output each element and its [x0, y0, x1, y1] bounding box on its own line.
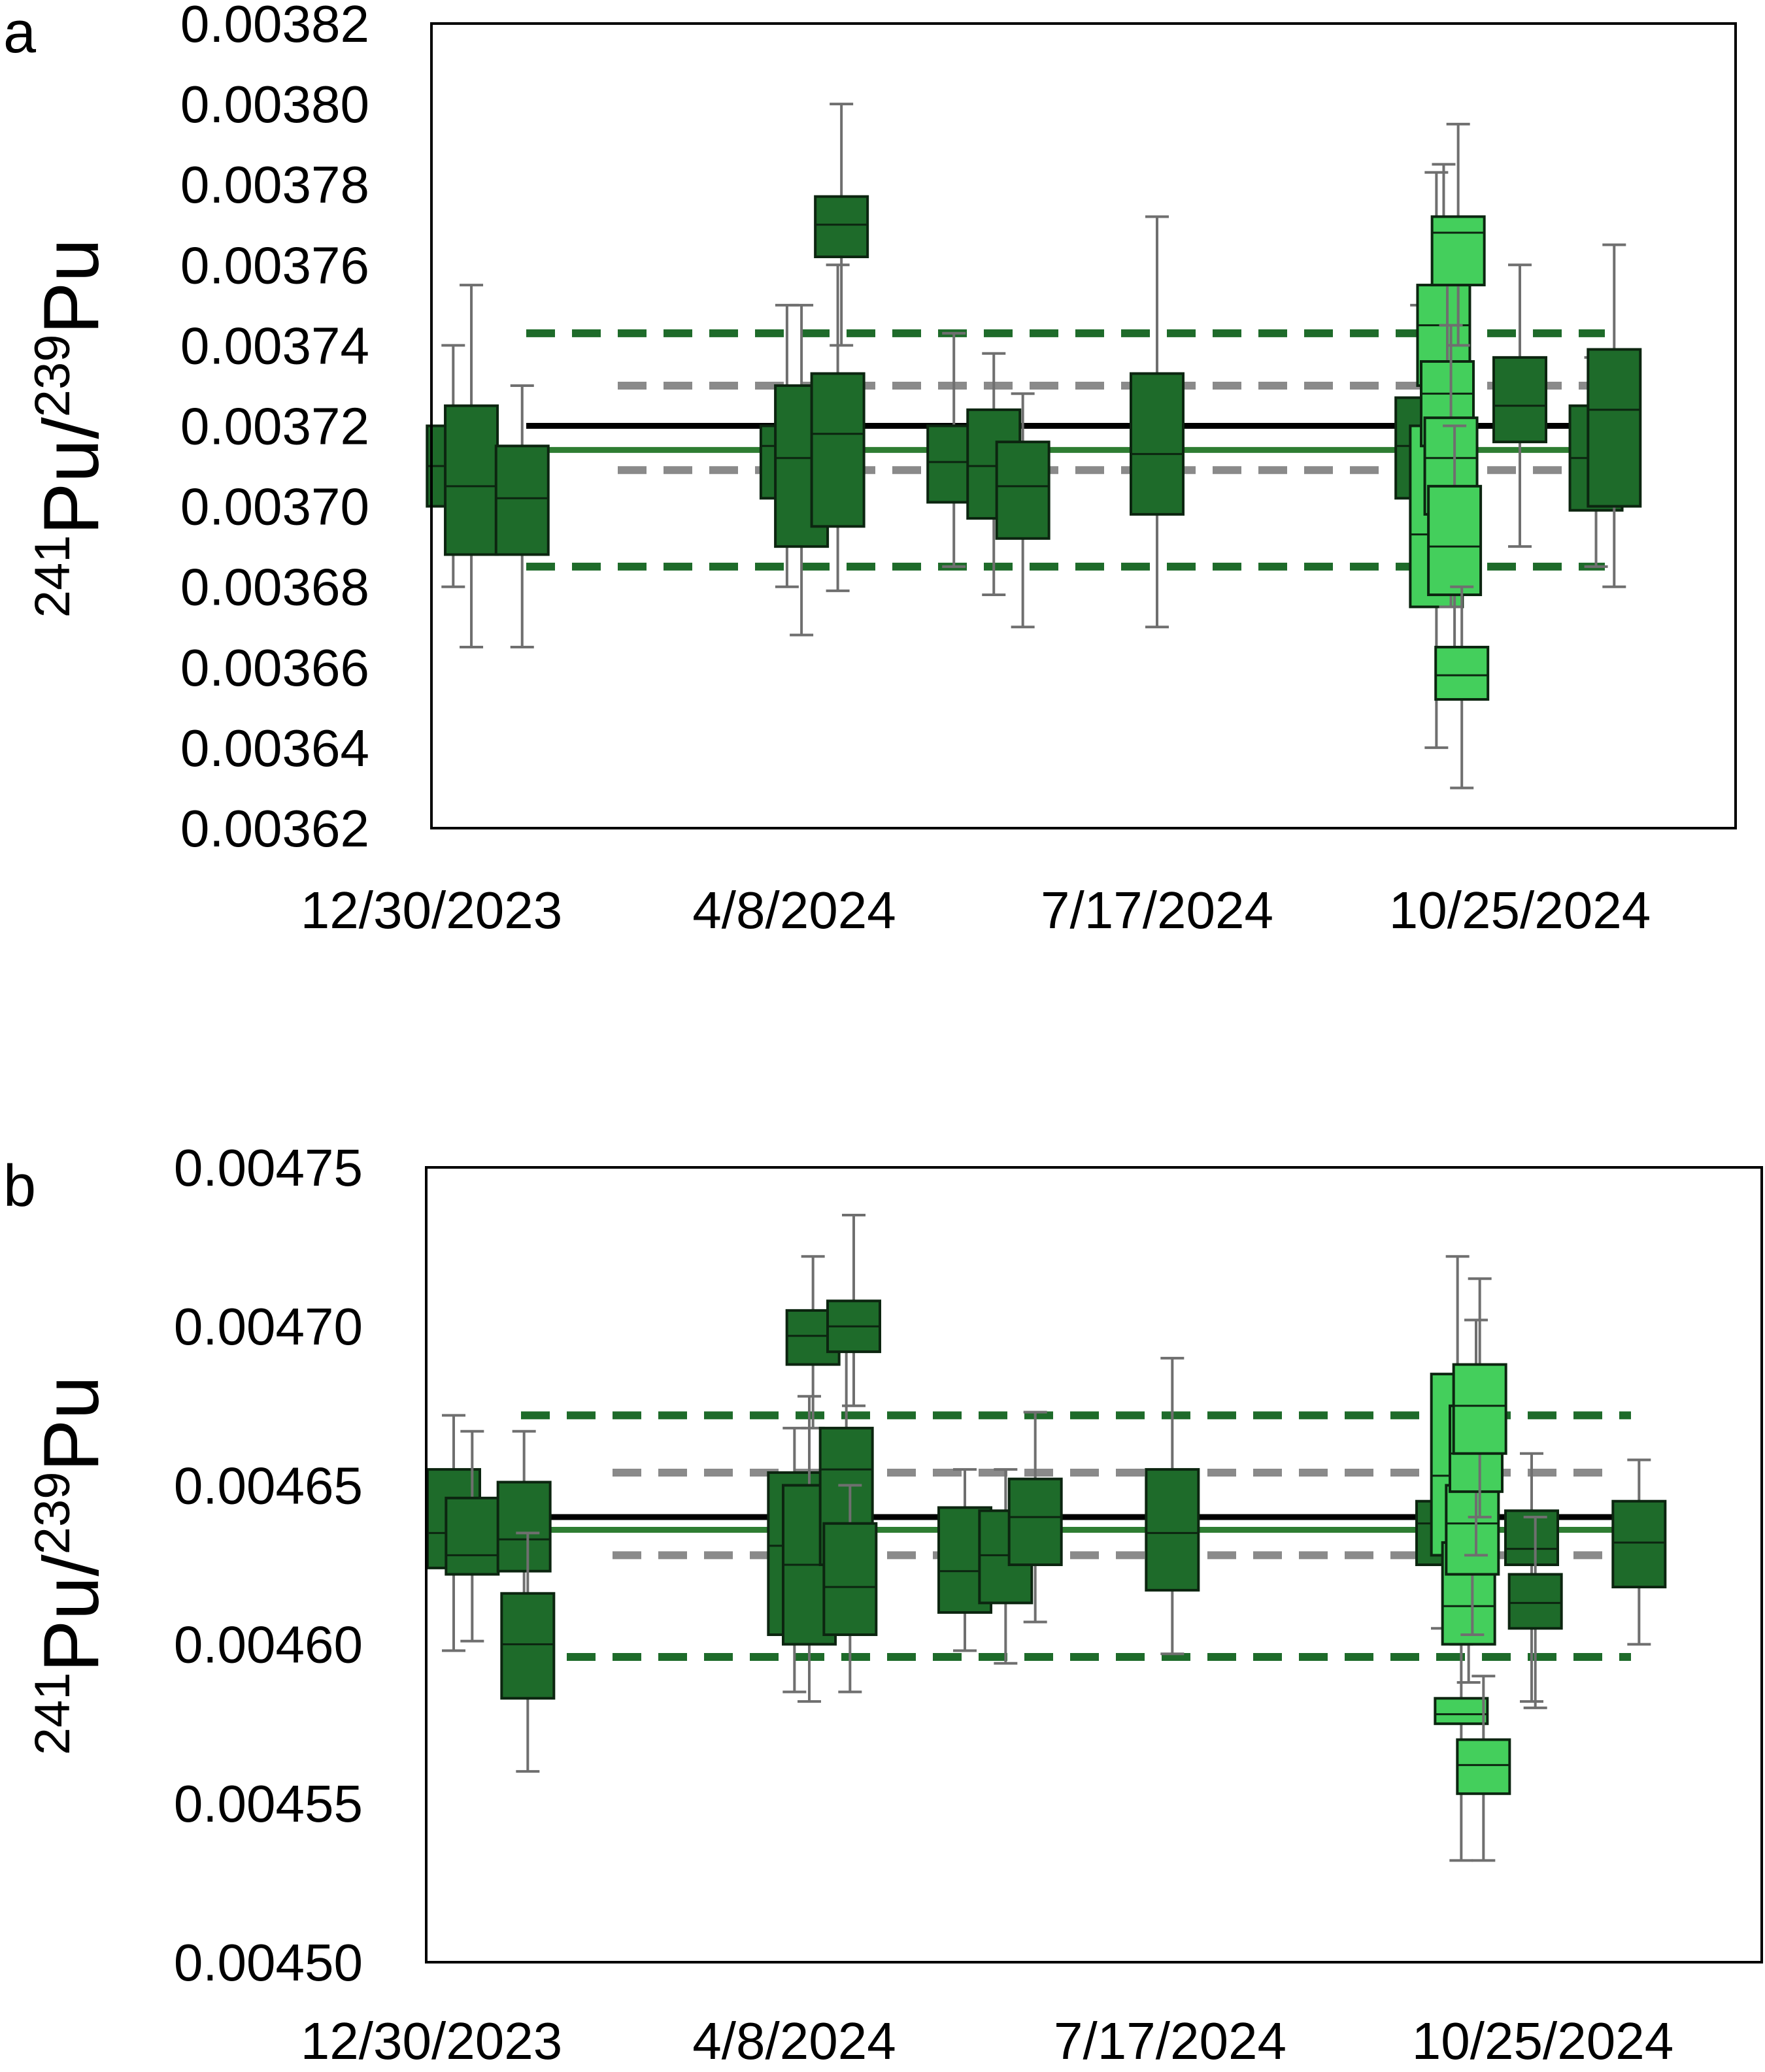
panel-a-y-title-sup-241: 241 — [25, 535, 80, 618]
interquartile-box — [1587, 348, 1642, 508]
interquartile-box — [1427, 484, 1483, 597]
panel-a-box-plot-2024-10-07 — [1427, 424, 1483, 669]
panel-a-box-plot-2024-10-25 — [1492, 263, 1547, 548]
panel-a-y-tick-label: 0.00364 — [180, 719, 369, 777]
interquartile-box — [444, 404, 499, 556]
interquartile-box — [1611, 1499, 1667, 1589]
panel-b-box-plot-2024-01-10 — [445, 1429, 500, 1643]
interquartile-box — [496, 1480, 552, 1573]
panel-a-box-plot-2024-06-10 — [995, 392, 1051, 629]
interquartile-box — [1434, 646, 1490, 701]
panel-a-y-axis-title: 241Pu/239Pu — [25, 239, 115, 618]
interquartile-box — [1507, 1573, 1563, 1630]
interquartile-box — [1456, 1738, 1511, 1796]
panel-a-y-tick-label: 0.00378 — [180, 156, 369, 214]
interquartile-box — [1145, 1468, 1200, 1592]
panel-a-ticks: 0.00362 0.00364 0.00366 0.00368 0.00370 0.003… — [180, 0, 1651, 939]
panel-a-box-plot-2024-11-20 — [1587, 243, 1642, 588]
interquartile-box — [500, 1592, 556, 1700]
interquartile-box — [494, 444, 550, 556]
panel-a-y-tick-label: 0.00376 — [180, 236, 369, 294]
interquartile-box — [814, 195, 869, 258]
panel-a-x-tick-label: 10/25/2024 — [1389, 881, 1651, 939]
interquartile-box — [822, 1522, 878, 1637]
panel-b-box-plot-2024-04-21 — [822, 1484, 878, 1694]
panel-b-box-plot-2024-10-09 — [1456, 1675, 1511, 1862]
interquartile-box — [1434, 1697, 1489, 1726]
interquartile-box — [445, 1496, 500, 1576]
panel-a-y-tick-label: 0.00380 — [180, 75, 369, 133]
panel-a-y-title-sup-239: 239 — [25, 335, 80, 418]
panel-b-y-title-pu-end: Pu — [27, 1376, 115, 1472]
panel-a-y-tick-label: 0.00372 — [180, 397, 369, 456]
panel-a-box-plot-2024-04-21 — [814, 103, 869, 347]
panel-b-x-tick-label: 4/8/2024 — [692, 2012, 896, 2070]
panel-a: a 241Pu/239Pu 0.003620.003640.003660.003… — [3, 0, 1737, 939]
panel-a-x-tick-label: 12/30/2023 — [301, 881, 562, 939]
panel-b-y-tick-label: 0.00460 — [174, 1616, 363, 1674]
interquartile-box — [1430, 215, 1486, 287]
panel-b: b 241Pu/239Pu 0.004500.004550.004600.004… — [3, 1139, 1763, 2070]
panel-b-y-title-sup-241: 241 — [25, 1672, 80, 1755]
panel-b-ticks: 0.00450 0.00455 0.00460 0.00465 0.00470 0.004… — [174, 1139, 1673, 2070]
panel-b-boxes — [426, 1213, 1667, 1862]
panel-a-plot-frame — [430, 22, 1737, 829]
panel-a-letter: a — [3, 0, 37, 65]
panel-b-y-tick-label: 0.00475 — [174, 1139, 363, 1197]
panel-b-box-plot-2024-01-25 — [500, 1531, 556, 1773]
panel-a-y-tick-label: 0.00362 — [180, 799, 369, 858]
panel-a-box-plot-2024-04-20 — [810, 263, 866, 592]
panel-a-y-tick-label: 0.00374 — [180, 316, 369, 375]
panel-a-y-tick-label: 0.00382 — [180, 0, 369, 53]
panel-a-box-plot-2024-01-10 — [444, 284, 499, 649]
panel-b-letter: b — [3, 1154, 36, 1219]
interquartile-box — [1492, 356, 1547, 444]
panel-a-y-tick-label: 0.00370 — [180, 478, 369, 536]
interquartile-box — [1504, 1509, 1559, 1567]
panel-b-box-plot-2024-04-22 — [826, 1213, 881, 1407]
interquartile-box — [995, 441, 1051, 540]
panel-b-y-title-sup-239: 239 — [25, 1472, 80, 1555]
panel-b-x-tick-label: 7/17/2024 — [1054, 2012, 1286, 2070]
panel-a-box-plot-2024-01-24 — [494, 384, 550, 649]
panel-a-y-title-pu: Pu/ — [27, 417, 115, 535]
panel-a-box-plot-2024-10-08 — [1430, 122, 1486, 347]
panel-a-box-plot-2024-10-09 — [1434, 585, 1490, 790]
panel-a-boxes — [426, 103, 1642, 790]
panel-b-x-tick-label: 10/25/2024 — [1412, 2012, 1673, 2070]
panel-b-box-plot-2024-07-17 — [1145, 1356, 1200, 1656]
interquartile-box — [1130, 372, 1185, 516]
panel-b-box-plot-2024-01-24 — [496, 1429, 552, 1652]
panel-a-y-title-pu-end: Pu — [27, 239, 115, 335]
panel-a-y-tick-label: 0.00368 — [180, 558, 369, 616]
panel-a-x-tick-label: 4/8/2024 — [692, 881, 896, 939]
panel-b-box-plot-2024-06-10 — [1007, 1411, 1063, 1624]
panel-a-x-tick-label: 7/17/2024 — [1041, 881, 1273, 939]
interquartile-box — [1452, 1363, 1507, 1455]
panel-a-box-plot-2024-07-17 — [1130, 215, 1185, 629]
panel-a-y-tick-label: 0.00366 — [180, 639, 369, 697]
panel-b-y-axis-title: 241Pu/239Pu — [25, 1376, 115, 1756]
panel-b-y-tick-label: 0.00465 — [174, 1456, 363, 1514]
interquartile-box — [1445, 1484, 1500, 1576]
panel-b-plot-frame — [425, 1166, 1763, 1963]
panel-b-y-title-pu: Pu/ — [27, 1554, 115, 1673]
panel-b-x-tick-label: 12/30/2023 — [301, 2012, 562, 2070]
panel-b-y-tick-label: 0.00470 — [174, 1297, 363, 1356]
interquartile-box — [810, 372, 866, 528]
panel-b-y-tick-label: 0.00450 — [174, 1933, 363, 1992]
interquartile-box — [1007, 1477, 1063, 1567]
panel-b-box-plot-2024-11-20 — [1611, 1458, 1667, 1646]
panel-b-box-plot-2024-10-23 — [1507, 1516, 1563, 1709]
panel-b-box-plot-2024-10-08 — [1452, 1277, 1507, 1519]
panel-b-y-tick-label: 0.00455 — [174, 1775, 363, 1833]
